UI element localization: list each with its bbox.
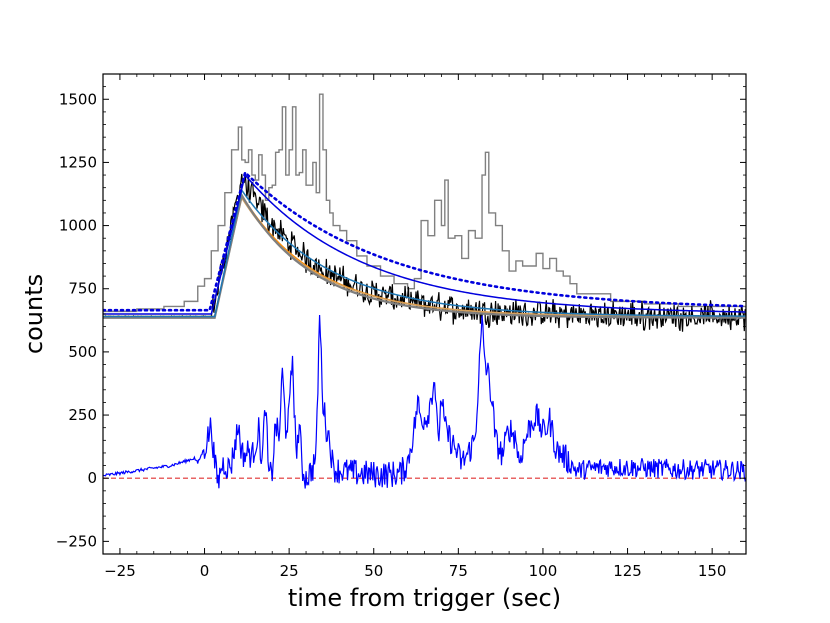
series-3-line [103,193,746,318]
series-4-line [103,195,746,318]
y-tick-label: 1000 [59,217,97,235]
y-tick-label: 1500 [59,90,97,108]
series-5-line [103,192,746,319]
x-tick-label: 0 [200,562,210,580]
x-tick-label: 150 [698,562,727,580]
y-tick-label: −250 [56,532,97,550]
y-axis-label: counts [20,274,48,354]
x-tick-label: 100 [529,562,558,580]
series-1-line [103,93,746,313]
x-tick-label: 75 [449,562,468,580]
y-tick-label: 1250 [59,153,97,171]
series-6-line [103,188,746,318]
axis-ticks: −25 0 25 50 75 100 125 150−25002505007501000125… [56,73,747,580]
plot-frame [102,73,747,555]
series-9-line [103,314,746,489]
series-7-line [103,173,746,315]
x-tick-label: −25 [104,562,136,580]
y-tick-label: 750 [68,280,97,298]
x-tick-label: 125 [613,562,642,580]
x-axis-label: time from trigger (sec) [288,584,561,612]
plot-area [103,93,746,489]
y-tick-label: 0 [87,469,97,487]
y-tick-label: 250 [68,406,97,424]
series-8-line [103,170,746,312]
y-tick-label: 500 [68,343,97,361]
x-tick-label: 25 [280,562,299,580]
x-tick-label: 50 [364,562,383,580]
